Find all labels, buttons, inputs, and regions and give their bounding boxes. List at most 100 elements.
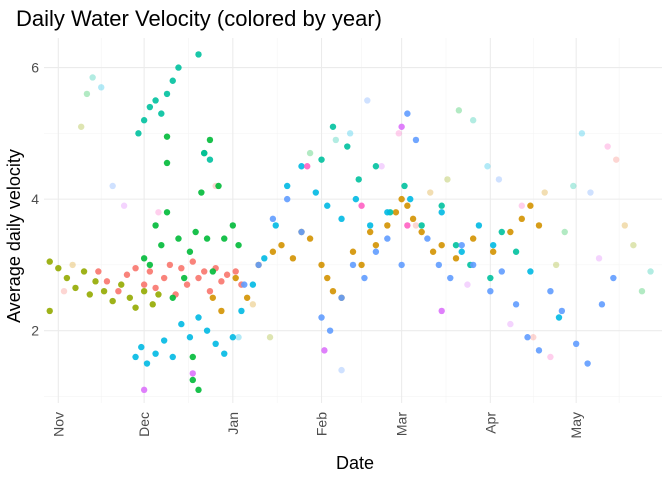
data-point [140,287,148,295]
data-point [80,268,88,275]
data-point [498,268,505,275]
y-axis-tick-labels: 2 4 6 [31,60,39,339]
data-point [72,284,79,292]
data-point [255,261,262,269]
data-point [178,320,185,328]
data-point [364,97,371,104]
data-point [223,271,231,278]
data-point [140,281,148,288]
data-points [46,51,654,394]
data-point [464,281,471,288]
data-point [455,107,463,114]
data-point [206,287,214,295]
data-point [46,258,53,265]
data-point [169,353,176,361]
data-point [469,235,477,242]
data-point [189,370,196,377]
data-point [578,130,586,137]
data-point [232,274,239,282]
data-point [438,241,445,249]
data-point [361,274,368,282]
y-axis-title: Average daily velocity [4,149,24,323]
data-point [412,136,420,144]
data-point [235,334,242,341]
data-point [555,314,563,321]
data-point [132,264,139,272]
data-point [312,189,320,196]
data-point [318,261,325,269]
data-point [132,304,139,311]
data-point [487,274,494,282]
data-point [524,334,531,341]
data-point [269,215,277,223]
data-point [489,248,497,255]
data-point [160,274,168,282]
data-point [427,189,434,196]
data-point [92,278,99,285]
data-point [487,287,494,295]
data-point [452,255,460,262]
data-point [272,222,279,229]
data-point [201,268,208,275]
data-point [358,202,365,209]
data-point [404,202,411,209]
data-point [324,202,331,209]
data-point [235,241,242,249]
data-point [407,195,414,203]
data-point [587,189,594,196]
data-point [547,287,554,295]
data-point [384,209,391,216]
data-point [69,261,76,269]
data-point [512,248,520,255]
data-point [404,110,411,117]
data-point [321,347,328,354]
data-point [469,261,477,269]
data-point [158,110,165,117]
data-point [86,291,93,298]
data-point [269,248,277,255]
data-point [304,163,311,170]
data-point [218,307,225,315]
data-point [241,281,248,288]
data-point [140,255,148,262]
data-point [318,156,325,163]
data-point [221,350,228,357]
data-point [229,222,237,229]
data-point [338,294,345,301]
data-point [489,241,497,249]
data-point [283,182,291,190]
data-point [458,241,465,249]
data-point [118,281,125,288]
x-axis-tick-labels: Nov Dec Jan Feb Mar Apr May [50,412,584,439]
data-point [195,314,202,321]
data-point [140,117,148,124]
data-point [195,274,202,282]
data-point [203,235,211,242]
data-point [46,307,53,315]
y-tick-label: 2 [31,323,39,339]
data-point [163,90,171,98]
data-point [175,235,182,242]
data-point [55,264,62,272]
data-point [418,228,425,236]
data-point [518,202,526,209]
data-point [126,294,134,301]
data-point [189,353,196,361]
data-point [346,130,354,137]
data-point [458,248,465,255]
data-point [152,284,159,292]
data-point [429,248,437,255]
data-point [398,261,405,269]
data-point [198,189,205,196]
data-point [109,182,116,190]
data-point [372,248,380,255]
data-point [438,202,445,209]
data-point [180,274,188,282]
data-point [109,297,116,305]
data-point [143,360,151,367]
plot-grid [44,38,662,403]
data-point [475,222,483,229]
data-point [401,182,408,190]
data-point [452,241,460,249]
data-point [332,136,340,144]
